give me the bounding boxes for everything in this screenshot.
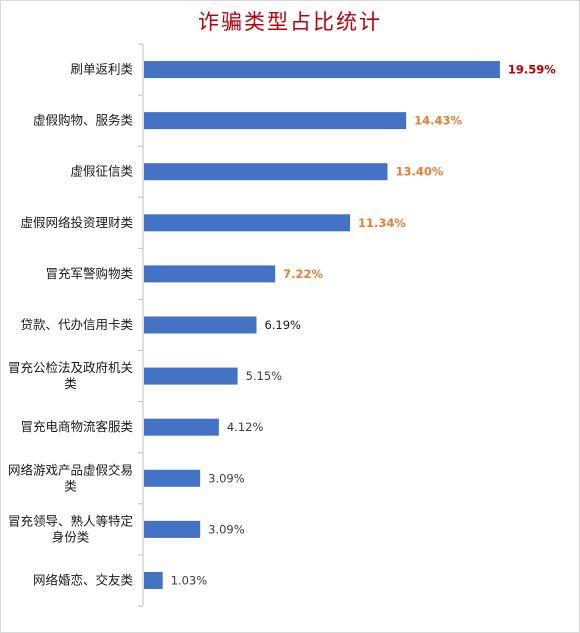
bar xyxy=(144,418,219,436)
value-label: 19.59% xyxy=(508,63,556,77)
category-label: 虚假购物、服务类 xyxy=(33,113,134,128)
bar xyxy=(144,571,163,589)
value-label: 7.22% xyxy=(283,267,323,281)
value-label: 1.03% xyxy=(171,573,208,587)
value-label: 5.15% xyxy=(246,369,283,383)
category-label: 冒充领导、熟人等特定身份类 xyxy=(8,513,133,544)
bar xyxy=(144,214,351,232)
category-label: 网络游戏产品虚假交易类 xyxy=(8,462,133,493)
bar xyxy=(144,265,276,283)
value-label: 3.09% xyxy=(208,471,245,485)
chart-title: 诈骗类型占比统计 xyxy=(198,10,382,34)
bar xyxy=(144,469,201,487)
bar xyxy=(144,367,238,385)
bar xyxy=(144,316,257,334)
category-label: 刷单返利类 xyxy=(70,62,133,77)
value-label: 3.09% xyxy=(208,522,245,536)
value-label: 11.34% xyxy=(358,216,406,230)
value-label: 14.43% xyxy=(414,114,462,128)
value-label: 4.12% xyxy=(227,420,264,434)
category-label: 虚假征信类 xyxy=(70,164,133,179)
bar xyxy=(144,61,500,79)
category-label: 贷款、代办信用卡类 xyxy=(20,317,133,332)
category-label: 冒充电商物流客服类 xyxy=(20,419,133,434)
category-label: 虚假网络投资理财类 xyxy=(20,215,133,230)
bar xyxy=(144,163,388,181)
bar xyxy=(144,520,201,538)
category-label: 冒充公检法及政府机关类 xyxy=(8,360,133,391)
category-label: 网络婚恋、交友类 xyxy=(33,572,134,587)
bar xyxy=(144,112,407,130)
value-label: 6.19% xyxy=(264,318,301,332)
category-label: 冒充军警购物类 xyxy=(45,266,133,281)
value-label: 13.40% xyxy=(395,165,443,179)
